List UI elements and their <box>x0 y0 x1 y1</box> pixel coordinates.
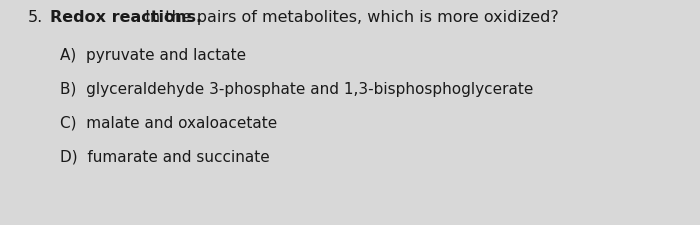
Text: C)  malate and oxaloacetate: C) malate and oxaloacetate <box>60 116 277 131</box>
Text: Redox reactions.: Redox reactions. <box>50 10 202 25</box>
Text: B)  glyceraldehyde 3-phosphate and 1,3-bisphosphoglycerate: B) glyceraldehyde 3-phosphate and 1,3-bi… <box>60 82 533 97</box>
Text: In the pairs of metabolites, which is more oxidized?: In the pairs of metabolites, which is mo… <box>140 10 559 25</box>
Text: 5.: 5. <box>28 10 43 25</box>
Text: A)  pyruvate and lactate: A) pyruvate and lactate <box>60 48 246 63</box>
Text: D)  fumarate and succinate: D) fumarate and succinate <box>60 150 270 165</box>
